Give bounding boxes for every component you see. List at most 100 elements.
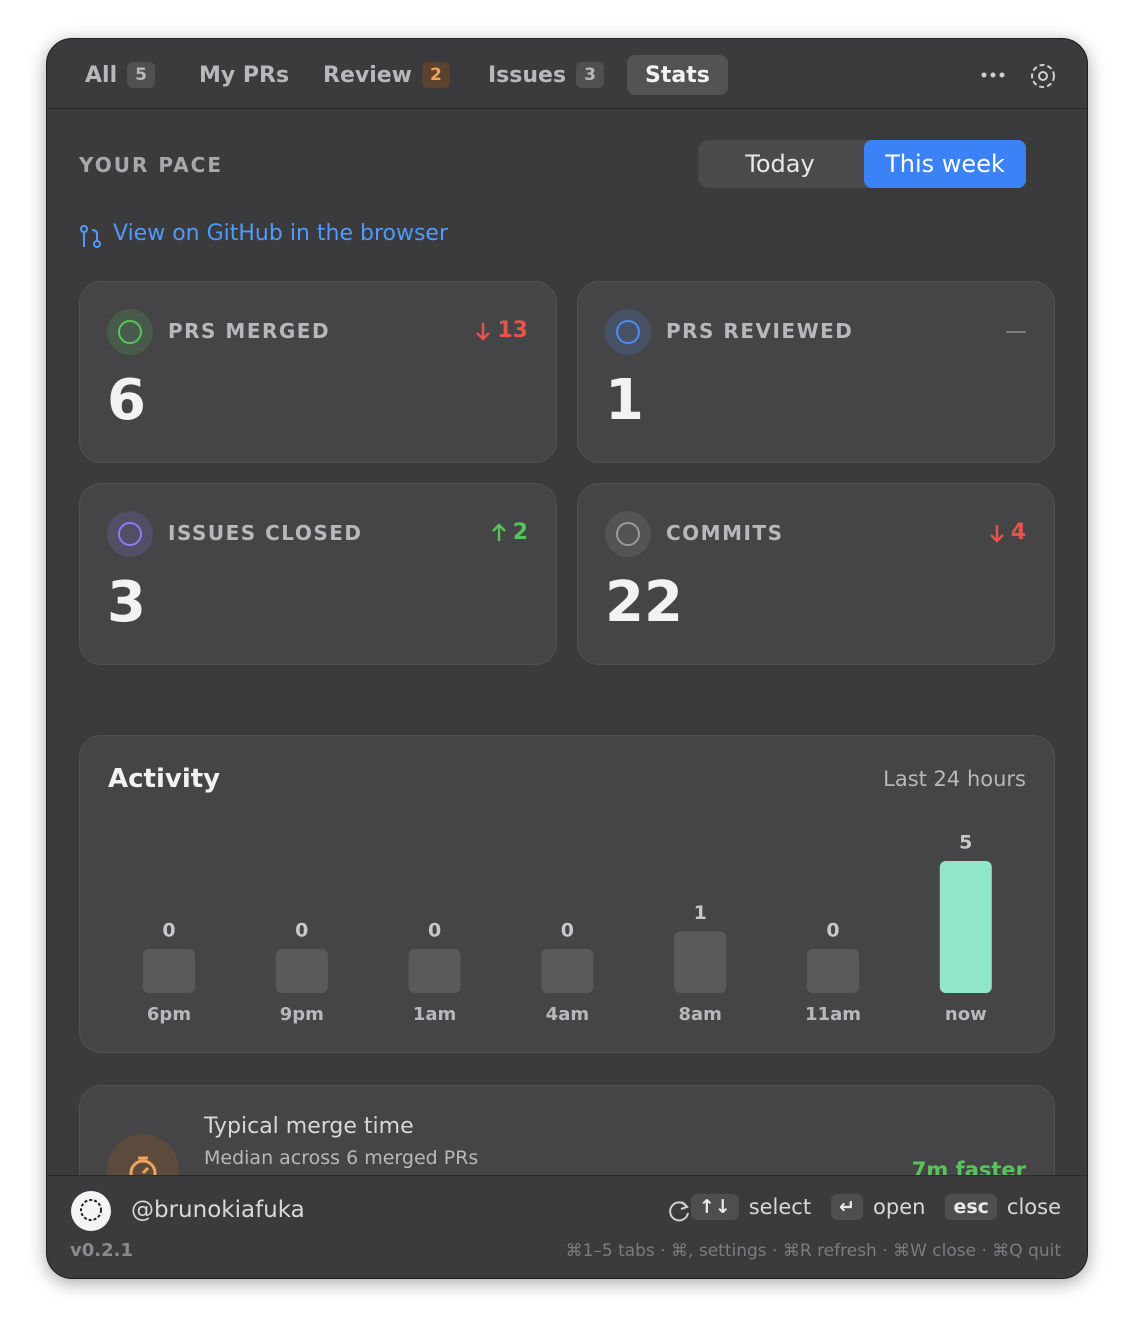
tab[interactable]: Review 2 [305,55,468,95]
activity-title: Activity [108,764,221,794]
activity-bar [408,949,461,993]
icon-ring [616,320,640,344]
shortcut-key: esc [945,1194,997,1220]
footer: @brunokiafuka v0.2.1 ↑↓ select ↵ open esc clo… [47,1175,1087,1278]
delta: 2 [491,520,528,545]
tab-count: 3 [576,62,604,88]
activity-bar [939,861,992,993]
delta: 4 [989,520,1026,545]
stat-icon [107,309,153,355]
range-option[interactable]: This week [864,140,1026,188]
bar-label: 8am [678,1004,721,1025]
stat-icon [605,309,651,355]
bar-value: 5 [959,832,972,854]
github-link[interactable]: View on GitHub in the browser [113,221,448,246]
merge-comparison: 7m faster [911,1158,1026,1175]
stat-card: COMMITS 22 4 [577,483,1055,665]
bar-value: 0 [295,920,308,942]
stat-value: 3 [107,570,146,635]
refresh-icon[interactable] [667,1198,693,1224]
merge-title: Typical merge time [204,1114,414,1139]
bar-label: 9pm [280,1004,324,1025]
tab[interactable]: Issues 3 [470,55,622,95]
shortcut-label: open [873,1195,926,1219]
icon-ring [118,522,142,546]
delta-flat [1006,331,1026,333]
avatar[interactable] [70,1190,112,1232]
trend-arrow [989,524,1004,543]
bar-value: 0 [428,920,441,942]
stat-icon [107,511,153,557]
bar-label: 4am [546,1004,589,1025]
tab-label: Stats [645,62,710,88]
bar-value: 0 [561,920,574,942]
bar-label: now [945,1004,987,1025]
stat-card: ISSUES CLOSED 3 2 [79,483,557,665]
stat-icon [605,511,651,557]
stat-value: 22 [605,570,683,635]
delta-value: 2 [512,520,528,545]
icon-bg [107,309,153,355]
range-toggle: Today This week [698,140,1026,188]
bar-value: 0 [162,920,175,942]
stat-label: ISSUES CLOSED [168,521,363,545]
stat-label: PRS MERGED [168,319,331,343]
range-option[interactable]: Today [745,150,815,178]
tab-label: Review [323,62,412,88]
icon-ring [616,522,640,546]
delta: 13 [475,318,528,343]
bar-value: 1 [694,902,707,924]
tab-label: All [85,62,118,88]
delta-value: 4 [1010,520,1026,545]
arrow-path [491,522,506,541]
shortcut-label: close [1006,1195,1061,1219]
tab-count: 5 [127,62,155,88]
icon-ring [118,320,142,344]
stat-card: PRS MERGED 6 13 [79,281,557,463]
tab-label: My PRs [199,62,290,88]
activity-bar [674,931,727,993]
version: v0.2.1 [70,1240,133,1261]
delta-value: 13 [497,318,528,343]
tab[interactable]: Stats [627,55,728,95]
link-icon [80,225,101,248]
activity-bar [807,949,859,993]
bar-value: 0 [826,920,839,942]
tab[interactable]: All 5 [67,55,173,95]
shortcut-key: ↑↓ [690,1194,739,1220]
arrow-path [989,524,1004,543]
icon-bg [605,511,651,557]
stat-label: COMMITS [666,521,784,545]
arrow-path [476,322,491,341]
shortcuts: ↑↓ select ↵ open esc close [690,1194,1061,1220]
shortcut-key: ↵ [831,1194,864,1220]
stat-value: 6 [107,368,146,433]
activity-bar [143,949,195,993]
stat-card: PRS REVIEWED 1 [577,281,1055,463]
tab-label: Issues [488,62,567,88]
content: YOUR PACE Today This week View on GitHub … [47,109,1087,1175]
icon-bg [107,511,153,557]
trend-arrow [476,322,491,341]
window: All 5 My PRs Review 2 Issues 3 Stats YOUR PACE … [46,38,1088,1279]
bar-label: 11am [805,1004,861,1025]
activity-bar [275,949,328,993]
shortcut-label: select [748,1195,812,1219]
merge-card: Typical merge time Median across 6 merge… [79,1085,1055,1175]
username: @brunokiafuka [131,1197,305,1223]
activity-card: Activity Last 24 hours 0 6pm 0 9pm 0 1am 0 4am 1… [79,735,1055,1053]
section-title: YOUR PACE [79,153,224,177]
activity-subtitle: Last 24 hours [883,767,1026,791]
toolbar-icons [981,72,1005,78]
settings-icon[interactable] [1028,61,1058,91]
stat-label: PRS REVIEWED [666,319,854,343]
icon-bg [605,309,651,355]
bar-label: 1am [413,1004,456,1025]
tab-count: 2 [422,62,450,88]
timer-icon [107,1134,179,1175]
tab[interactable]: My PRs [181,55,307,95]
trend-arrow [491,522,506,541]
merge-subtitle: Median across 6 merged PRs [204,1147,479,1169]
